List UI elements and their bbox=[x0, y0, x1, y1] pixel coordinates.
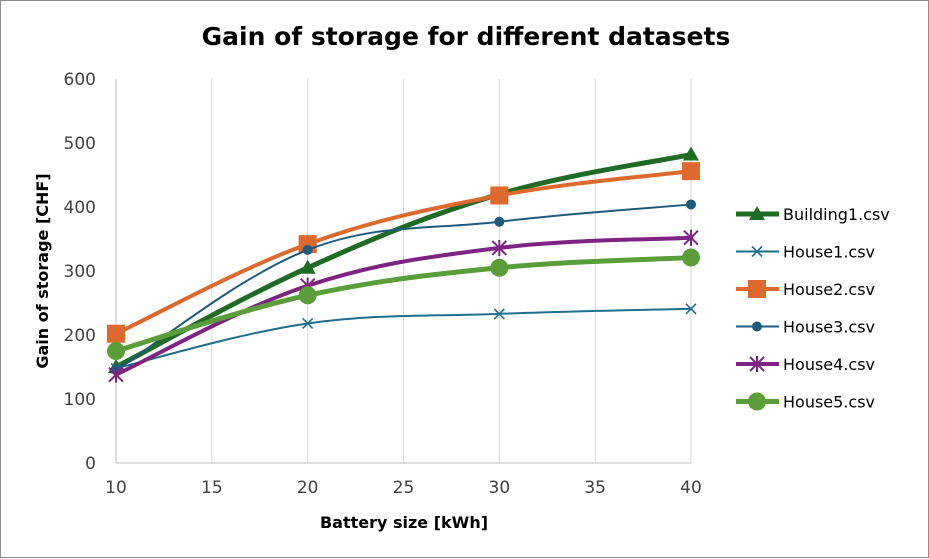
legend-label: House3.csv bbox=[783, 318, 875, 337]
data-point-house5 bbox=[682, 248, 700, 267]
legend-item-house3: House3.csv bbox=[736, 318, 875, 337]
marker-stroke bbox=[493, 308, 505, 320]
legend-label: House1.csv bbox=[783, 243, 875, 262]
legend-item-building1: Building1.csv bbox=[736, 205, 890, 224]
series-line-house1 bbox=[115, 307, 692, 370]
x-tick-label: 35 bbox=[584, 478, 606, 498]
x-tick-label: 25 bbox=[393, 478, 415, 498]
legend-marker bbox=[749, 356, 765, 372]
x-tick-label: 20 bbox=[297, 478, 319, 498]
data-point-house5 bbox=[107, 342, 125, 360]
data-point-house3 bbox=[302, 244, 313, 255]
y-tick-label: 0 bbox=[85, 454, 96, 474]
data-point-house2 bbox=[107, 324, 125, 343]
series-line-house2 bbox=[114, 169, 693, 336]
data-point-house4 bbox=[683, 229, 699, 246]
x-tick-label: 30 bbox=[489, 478, 511, 498]
x-tick-label: 15 bbox=[201, 478, 223, 498]
y-tick-label: 600 bbox=[64, 70, 96, 90]
legend-label: Building1.csv bbox=[783, 205, 890, 224]
legend-item-house2: House2.csv bbox=[736, 280, 875, 299]
data-point-house4 bbox=[491, 239, 508, 256]
data-point-house5 bbox=[490, 258, 509, 277]
series-house4 bbox=[108, 229, 699, 383]
series-house3 bbox=[111, 199, 696, 376]
legend-marker bbox=[752, 321, 762, 332]
data-point-house1 bbox=[493, 308, 505, 320]
grid bbox=[115, 79, 692, 463]
series-line-building1 bbox=[113, 152, 694, 370]
legend-item-house4: House4.csv bbox=[736, 355, 875, 374]
series-house2 bbox=[107, 162, 700, 343]
data-point-house1 bbox=[685, 303, 697, 315]
legend-marker bbox=[748, 280, 766, 298]
y-tick-label: 100 bbox=[64, 390, 96, 410]
series-line-house3 bbox=[115, 203, 692, 372]
axes: 0 100 200 300 400 500 600 10 15 20 25 30 35 40 bbox=[64, 70, 702, 498]
legend-marker bbox=[749, 206, 765, 220]
chart-title: Gain of storage for different datasets bbox=[202, 22, 731, 51]
legend-label: House4.csv bbox=[783, 355, 875, 374]
series-group bbox=[107, 146, 700, 383]
legend-label: House5.csv bbox=[783, 393, 875, 412]
data-point-house4 bbox=[108, 366, 124, 383]
legend-marker bbox=[748, 392, 766, 411]
y-tick-label: 400 bbox=[64, 198, 96, 218]
data-point-house5 bbox=[298, 286, 317, 305]
x-tick-label: 40 bbox=[680, 478, 702, 498]
legend-label: House2.csv bbox=[783, 280, 875, 299]
data-point-house2 bbox=[490, 186, 509, 205]
marker-stroke bbox=[751, 245, 763, 258]
series-line-house4 bbox=[114, 235, 693, 377]
series-house5 bbox=[107, 248, 700, 360]
legend-item-house1: House1.csv bbox=[736, 243, 875, 262]
data-point-house3 bbox=[494, 216, 505, 227]
data-point-building1 bbox=[299, 259, 316, 274]
y-tick-label: 200 bbox=[64, 326, 96, 346]
x-tick-label: 10 bbox=[105, 478, 127, 498]
data-point-house1 bbox=[302, 317, 314, 330]
data-point-house2 bbox=[682, 162, 700, 181]
y-tick-label: 500 bbox=[64, 134, 96, 154]
data-point-building1 bbox=[683, 146, 699, 161]
marker-stroke bbox=[302, 317, 314, 330]
series-line-house5 bbox=[113, 255, 694, 354]
legend-item-house5: House5.csv bbox=[736, 392, 875, 412]
legend-marker bbox=[751, 245, 763, 258]
y-axis-title: Gain of storage [CHF] bbox=[33, 173, 52, 368]
legend: Building1.csv House1.csv House2.csv House3.… bbox=[736, 205, 890, 412]
marker-stroke bbox=[685, 303, 697, 315]
data-point-house3 bbox=[686, 199, 696, 210]
y-tick-label: 300 bbox=[64, 262, 96, 282]
x-axis-title: Battery size [kWh] bbox=[320, 513, 488, 532]
